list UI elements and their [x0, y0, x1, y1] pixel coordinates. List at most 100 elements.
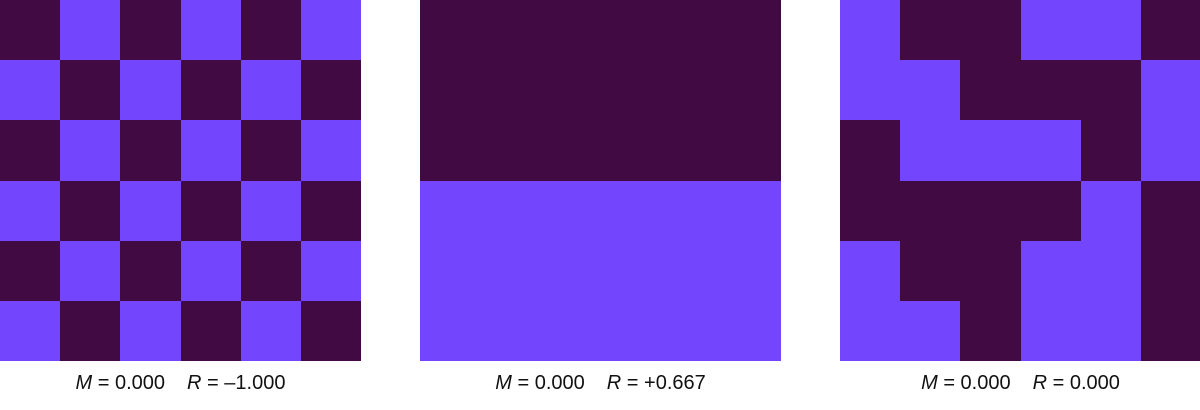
grid-cell — [1080, 240, 1141, 301]
grid-cell — [600, 0, 661, 61]
grid-cell — [300, 180, 361, 241]
grid-cell — [240, 300, 301, 361]
grid-cell — [960, 300, 1021, 361]
grid-cell — [1080, 300, 1141, 361]
grid-cell — [960, 240, 1021, 301]
grid-cell — [480, 0, 541, 61]
grid-cell — [0, 300, 61, 361]
grid-cell — [1140, 300, 1200, 361]
grid-cell — [60, 60, 121, 121]
grid-cell — [300, 60, 361, 121]
grid-cell — [0, 240, 61, 301]
grid-cell — [840, 180, 901, 241]
grid-cell — [1080, 0, 1141, 61]
grid-cell — [720, 240, 781, 301]
grid-cell — [960, 0, 1021, 61]
grid-cell — [1020, 180, 1081, 241]
grid-cell — [180, 180, 241, 241]
grid-cell — [420, 0, 481, 61]
grid-cell — [600, 120, 661, 181]
m-symbol: M — [921, 372, 938, 394]
grid-cell — [180, 240, 241, 301]
r-symbol: R — [606, 372, 622, 394]
grid-cell — [420, 240, 481, 301]
panel-split-halves — [420, 0, 781, 361]
grid-cell — [660, 240, 721, 301]
grid-cell — [540, 120, 601, 181]
grid-cell — [600, 60, 661, 121]
grid-cell — [900, 300, 961, 361]
grid-cell — [540, 180, 601, 241]
grid-cell — [1080, 120, 1141, 181]
grid-cell — [1140, 60, 1200, 121]
grid-cell — [1140, 180, 1200, 241]
m-value: = 0.000 — [511, 372, 585, 394]
caption-panel-2: M = 0.000 R = +0.667 — [420, 372, 781, 395]
grid-cell — [480, 300, 541, 361]
grid-cell — [900, 180, 961, 241]
grid-cell — [180, 60, 241, 121]
grid-cell — [60, 120, 121, 181]
m-value: = 0.000 — [92, 372, 166, 394]
grid-cell — [1140, 240, 1200, 301]
grid-cell — [240, 180, 301, 241]
grid-cell — [120, 300, 181, 361]
grid-cell — [600, 180, 661, 241]
grid-cell — [840, 60, 901, 121]
grid-cell — [480, 240, 541, 301]
grid-cell — [300, 120, 361, 181]
grid-cell — [660, 60, 721, 121]
grid-cell — [1140, 0, 1200, 61]
grid-cell — [840, 0, 901, 61]
grid-cell — [1020, 300, 1081, 361]
grid-cell — [300, 0, 361, 61]
grid-cell — [0, 180, 61, 241]
grid-cell — [540, 0, 601, 61]
grid-cell — [180, 0, 241, 61]
grid-cell — [960, 180, 1021, 241]
spin-grid — [0, 0, 361, 361]
grid-cell — [1020, 120, 1081, 181]
grid-cell — [840, 120, 901, 181]
grid-cell — [120, 180, 181, 241]
caption-panel-1: M = 0.000 R = –1.000 — [0, 372, 361, 395]
panel-checkerboard — [0, 0, 361, 361]
grid-cell — [420, 300, 481, 361]
grid-cell — [960, 120, 1021, 181]
grid-cell — [480, 60, 541, 121]
grid-cell — [480, 120, 541, 181]
grid-cell — [120, 0, 181, 61]
grid-cell — [180, 300, 241, 361]
grid-cell — [660, 0, 721, 61]
grid-cell — [1020, 60, 1081, 121]
spin-grid — [840, 0, 1200, 361]
grid-cell — [660, 120, 721, 181]
grid-cell — [240, 240, 301, 301]
grid-cell — [540, 240, 601, 301]
grid-cell — [60, 300, 121, 361]
caption-panel-3: M = 0.000 R = 0.000 — [840, 372, 1200, 395]
r-value: = +0.667 — [621, 372, 706, 394]
grid-cell — [1020, 240, 1081, 301]
grid-cell — [60, 180, 121, 241]
grid-cell — [540, 60, 601, 121]
grid-cell — [900, 60, 961, 121]
grid-cell — [1140, 120, 1200, 181]
grid-cell — [660, 300, 721, 361]
grid-cell — [420, 180, 481, 241]
grid-cell — [720, 300, 781, 361]
grid-cell — [720, 0, 781, 61]
grid-cell — [240, 120, 301, 181]
r-value: = 0.000 — [1047, 372, 1120, 394]
grid-cell — [120, 120, 181, 181]
grid-cell — [120, 60, 181, 121]
grid-cell — [960, 60, 1021, 121]
m-value: = 0.000 — [937, 372, 1011, 394]
r-symbol: R — [1032, 372, 1048, 394]
grid-cell — [180, 120, 241, 181]
grid-cell — [480, 180, 541, 241]
m-symbol: M — [75, 372, 93, 394]
grid-cell — [600, 300, 661, 361]
grid-cell — [240, 60, 301, 121]
grid-cell — [0, 0, 61, 61]
